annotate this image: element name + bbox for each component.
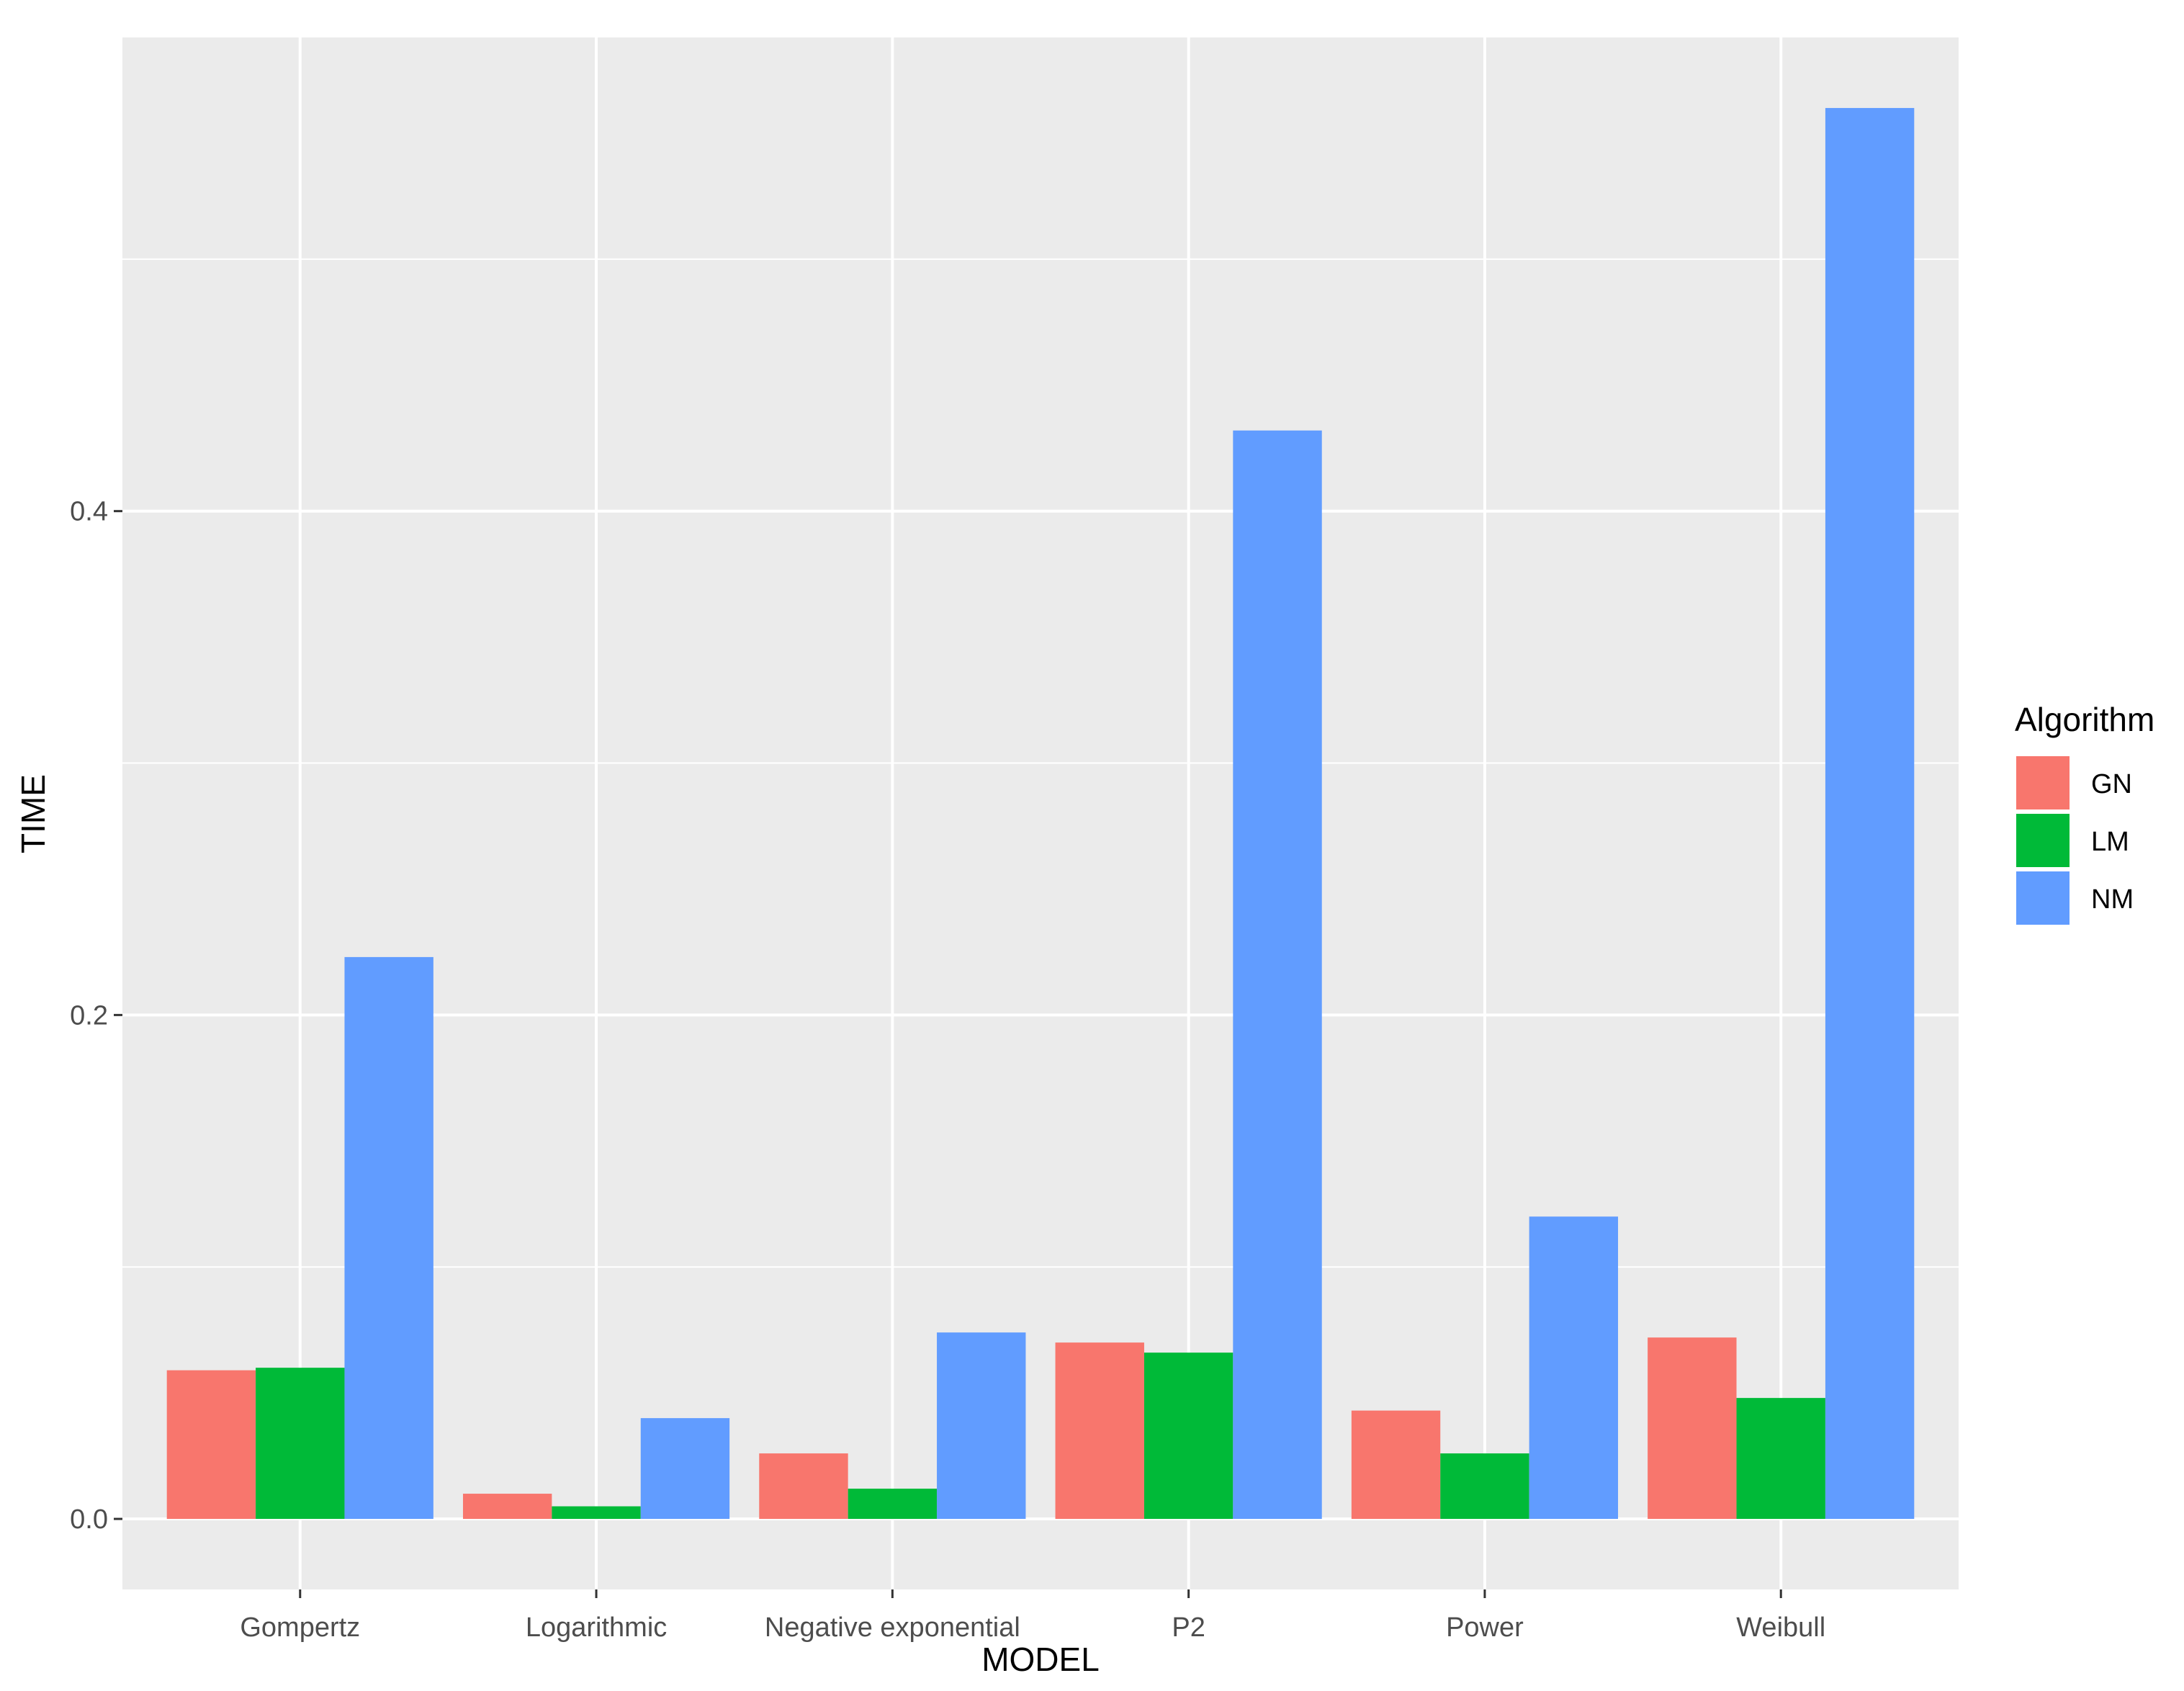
x-axis-ticks: Gompertz Logarithmic Negative exponential P… (240, 1589, 1825, 1643)
bar-lm (1736, 1398, 1825, 1520)
legend-key-nm (2016, 871, 2070, 925)
bar-gn (759, 1453, 848, 1520)
y-axis-ticks: 0.0 0.2 0.4 (70, 497, 122, 1535)
x-tick-label: P2 (1172, 1612, 1205, 1643)
bar-lm (1440, 1453, 1529, 1520)
legend-label-nm: NM (2091, 884, 2134, 915)
x-tick-label: Weibull (1736, 1612, 1825, 1643)
legend-label-lm: LM (2091, 827, 2129, 857)
legend-key-gn (2016, 756, 2070, 809)
legend-title: Algorithm (2015, 701, 2154, 738)
bar-gn (166, 1370, 256, 1520)
legend-key-lm (2016, 814, 2070, 867)
bar-nm (640, 1418, 730, 1520)
x-tick-label: Gompertz (240, 1612, 360, 1643)
bar-lm (1143, 1353, 1233, 1520)
y-axis-title: TIME (14, 774, 52, 853)
bar-gn (1648, 1337, 1737, 1520)
y-tick-label: 0.0 (70, 1504, 108, 1535)
bar-lm (848, 1489, 938, 1520)
bar-nm (344, 956, 433, 1520)
bar-gn (462, 1494, 552, 1520)
bar-nm (1233, 430, 1322, 1520)
bars (166, 107, 1915, 1520)
x-tick-label: Power (1446, 1612, 1524, 1643)
legend-label-gn: GN (2091, 769, 2132, 799)
y-tick-label: 0.2 (70, 1000, 108, 1031)
bar-gn (1055, 1342, 1144, 1520)
bar-lm (256, 1368, 345, 1520)
bar-nm (1529, 1216, 1619, 1520)
bar-nm (1825, 107, 1915, 1520)
bar-nm (937, 1332, 1026, 1520)
x-tick-label: Negative exponential (765, 1612, 1020, 1643)
bar-lm (552, 1506, 641, 1520)
x-axis-title: MODEL (981, 1641, 1100, 1678)
bar-gn (1351, 1410, 1441, 1520)
legend: Algorithm GN LM NM (2015, 701, 2154, 925)
y-tick-label: 0.4 (70, 497, 108, 527)
x-tick-label: Logarithmic (526, 1612, 667, 1643)
